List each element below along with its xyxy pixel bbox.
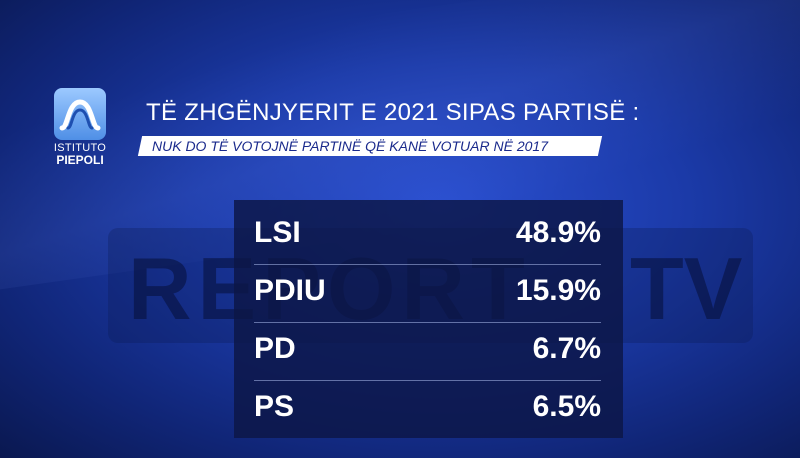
- piepoli-logo-icon: [54, 88, 106, 140]
- chart-title: TË ZHGËNJYERIT E 2021 SIPAS PARTISË :: [146, 99, 640, 126]
- party-percentage: 48.9%: [515, 216, 601, 249]
- istituto-piepoli-logo: ISTITUTO PIEPOLI: [50, 88, 110, 168]
- party-name: PD: [254, 332, 296, 365]
- chart-subtitle: NUK DO TË VOTOJNË PARTINË QË KANË VOTUAR…: [152, 138, 548, 154]
- table-row: LSI 48.9%: [254, 207, 601, 259]
- party-name: PS: [254, 390, 295, 423]
- table-row: PDIU 15.9%: [254, 265, 601, 317]
- logo-text-line1: ISTITUTO: [53, 142, 107, 154]
- table-row: PD 6.7%: [254, 323, 601, 375]
- row-divider: [254, 380, 601, 381]
- party-percentage: 6.5%: [532, 390, 601, 423]
- party-percentage: 15.9%: [515, 274, 601, 307]
- row-divider: [254, 264, 601, 265]
- chart-subtitle-banner: NUK DO TË VOTOJNË PARTINË QË KANË VOTUAR…: [137, 136, 603, 156]
- logo-text-line2: PIEPOLI: [56, 153, 104, 167]
- results-table: LSI 48.9% PDIU 15.9% PD 6.7% PS 6.5%: [234, 200, 623, 438]
- party-percentage: 6.7%: [532, 332, 601, 365]
- party-name: LSI: [254, 216, 301, 249]
- row-divider: [254, 322, 601, 323]
- party-name: PDIU: [254, 274, 326, 307]
- report-tv-watermark-suffix: TV: [630, 239, 743, 338]
- table-row: PS 6.5%: [254, 381, 601, 433]
